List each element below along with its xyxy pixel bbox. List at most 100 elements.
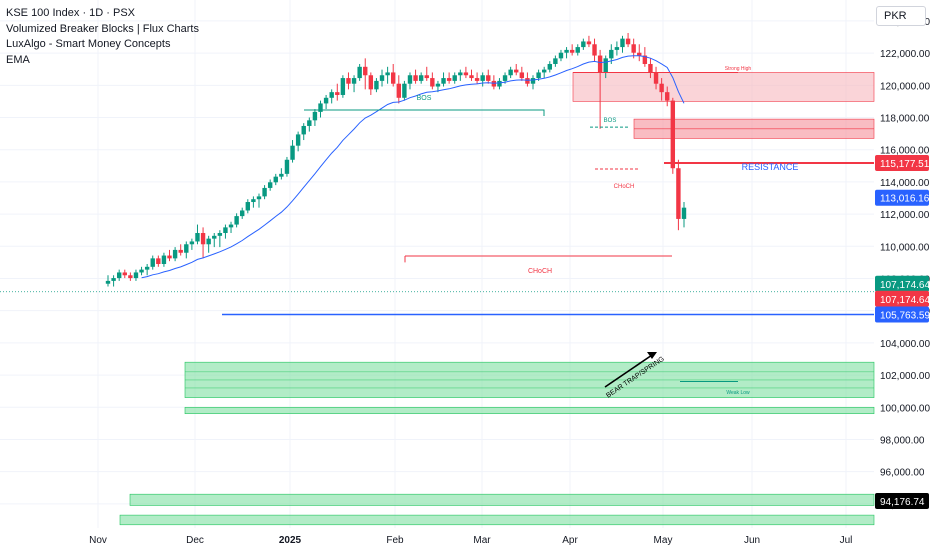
y-tick-label: 122,000.00 [880,49,930,60]
candle-body [290,145,295,160]
candle-body [653,72,659,84]
candle-body [111,278,116,281]
price-label: 107,174.64 [880,280,930,291]
candle-body [363,66,368,76]
annotation-label: Strong High [725,66,752,72]
legend-indicator[interactable]: Volumized Breaker Blocks | Flux Charts [6,22,199,35]
price-label: 105,763.59 [880,310,930,321]
candle-body [150,258,155,267]
candle-body [267,182,273,188]
candle-body [172,249,178,259]
candle-body [346,78,351,84]
candle-body [189,241,195,245]
candle-body [318,103,323,112]
candle-body [418,75,424,81]
candle-body [374,80,379,90]
candle-body [597,55,603,73]
candle-body [251,199,256,203]
bos-line [304,109,545,116]
y-tick-label: 100,000.00 [880,403,930,414]
y-tick-label: 116,000.00 [880,146,930,157]
candle-body [569,49,575,53]
price-label-box [875,290,929,307]
candle-body [307,120,312,126]
candle-body [458,72,463,76]
candle-body [407,75,413,84]
price-label-box [875,306,929,323]
candle-body [558,52,564,59]
candle-body [446,78,452,81]
supply-zone [572,72,875,102]
legend-title: KSE 100 Index · 1D · PSX [6,7,136,19]
candle-body [625,38,631,45]
candle-body [614,47,620,50]
candle-body [379,75,385,81]
candle-body [631,44,636,53]
legend-indicator[interactable]: EMA [6,53,30,66]
y-tick-label: 96,000.00 [880,468,925,479]
price-label-box [875,493,929,510]
candle-body [273,176,278,183]
candle-body [228,224,234,228]
price-label: 94,176.74 [880,497,925,508]
x-tick-label: Mar [473,535,491,546]
y-tick-label: 104,000.00 [880,339,930,350]
candle-body [245,202,251,211]
candle-body [206,238,211,245]
candle-body [491,80,497,87]
demand-zone [129,493,875,506]
x-tick-label: Nov [89,535,107,546]
candle-body [195,233,200,242]
bear-trap-arrowhead [647,352,657,359]
price-label-box [875,275,929,292]
candle-body [284,159,290,174]
x-tick-label: May [654,535,673,546]
candle-body [514,69,519,73]
ema-line [141,55,685,279]
candle-body [295,134,301,146]
candle-body [323,97,329,104]
candle-body [424,75,429,79]
annotation-label: CHoCH [614,184,635,190]
candle-body [676,168,681,219]
candle-body [340,78,346,95]
candle-body [519,72,525,79]
candle-body [133,272,139,279]
y-tick-label: 110,000.00 [880,242,930,253]
candle-body [116,272,122,279]
candle-body [586,41,592,45]
annotation-label: BOS [417,95,432,102]
chart-legend: KSE 100 Index · 1D · PSX Volumized Break… [6,6,199,68]
candle-body [262,187,267,197]
candle-body [217,233,223,236]
candle-body [212,235,217,239]
candle-body [480,75,485,81]
candle-body [329,92,334,98]
x-tick-label: Feb [386,535,404,546]
candle-body [441,78,446,84]
y-tick-label: 114,000.00 [880,178,930,189]
legend-indicator[interactable]: LuxAlgo - Smart Money Concepts [6,38,171,50]
candle-body [525,78,530,84]
candle-body [128,275,133,279]
price-label-box [875,189,929,206]
y-tick-label: 98,000.00 [880,435,925,446]
annotation-label: BOS [604,118,617,124]
price-label: 107,174.64 [880,295,930,306]
candle-body [178,249,183,253]
candle-body [541,69,547,73]
candle-body [144,266,150,270]
price-label: 113,016.16 [880,194,930,205]
candle-body [161,255,167,264]
candle-body [670,100,676,169]
x-tick-label: Jul [840,535,853,546]
candle-body [474,78,480,81]
demand-zone [119,514,875,526]
candle-body [368,75,374,90]
y-tick-label: 112,000.00 [880,210,930,221]
y-tick-label: 102,000.00 [880,371,930,382]
currency-button[interactable]: PKR [876,6,926,26]
x-tick-label: Apr [562,535,578,546]
candle-body [357,66,362,79]
